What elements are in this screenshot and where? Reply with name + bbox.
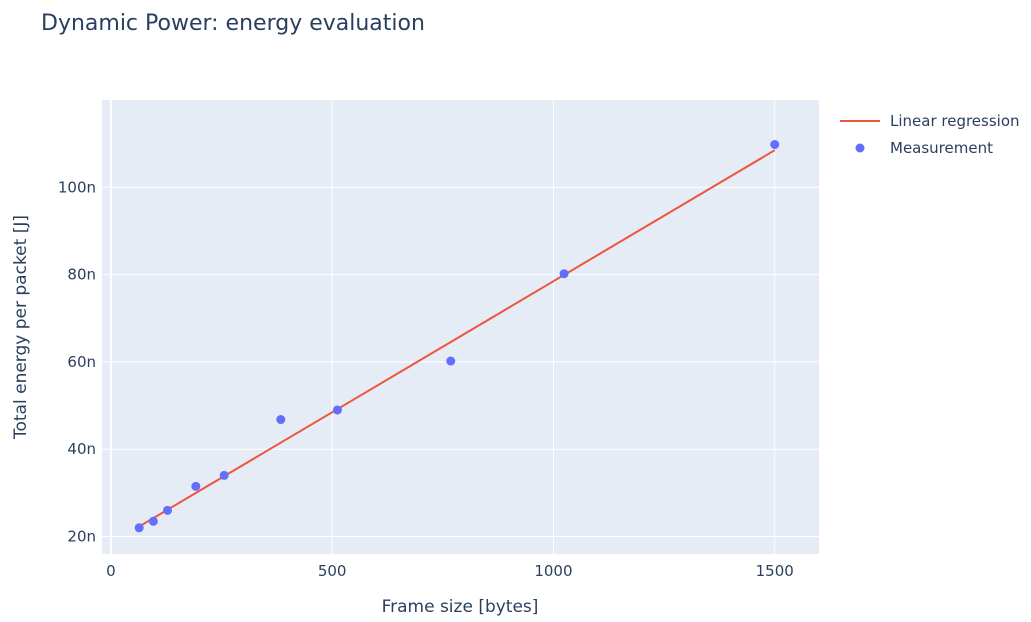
measurement-point	[163, 505, 173, 515]
measurement-point	[332, 405, 342, 415]
legend-item[interactable]: Linear regression	[840, 112, 1020, 130]
x-axis-title: Frame size [bytes]	[382, 597, 539, 617]
measurement-point	[446, 356, 456, 366]
y-tick-label: 80n	[67, 266, 96, 284]
y-tick-label: 60n	[67, 353, 96, 371]
measurement-point	[134, 523, 144, 533]
legend-marker-swatch	[855, 143, 865, 153]
measurement-point	[559, 269, 569, 279]
x-tick-label: 0	[106, 562, 116, 580]
x-tick-label: 1000	[534, 562, 572, 580]
measurement-point	[148, 516, 158, 526]
measurement-point	[191, 481, 201, 491]
x-tick-label: 500	[318, 562, 347, 580]
regression-line	[138, 149, 776, 528]
y-tick-label: 20n	[67, 528, 96, 546]
measurement-point	[276, 415, 286, 425]
measurement-point	[770, 140, 780, 150]
series-layer	[134, 140, 780, 533]
y-tick-label: 40n	[67, 440, 96, 458]
chart-title: Dynamic Power: energy evaluation	[41, 11, 425, 36]
gridlines	[102, 100, 819, 554]
y-axis-title: Total energy per packet [J]	[11, 215, 31, 440]
legend-label: Linear regression	[890, 112, 1020, 130]
y-tick-label: 100n	[58, 178, 96, 196]
legend[interactable]: Linear regression Measurement	[840, 112, 1020, 157]
x-axis-ticks: 0 500 1000 1500	[106, 562, 794, 580]
legend-label: Measurement	[890, 139, 993, 157]
measurement-point	[219, 470, 229, 480]
y-axis-ticks: 20n 40n 60n 80n 100n	[58, 178, 96, 545]
legend-item[interactable]: Measurement	[855, 139, 994, 157]
x-tick-label: 1500	[756, 562, 794, 580]
